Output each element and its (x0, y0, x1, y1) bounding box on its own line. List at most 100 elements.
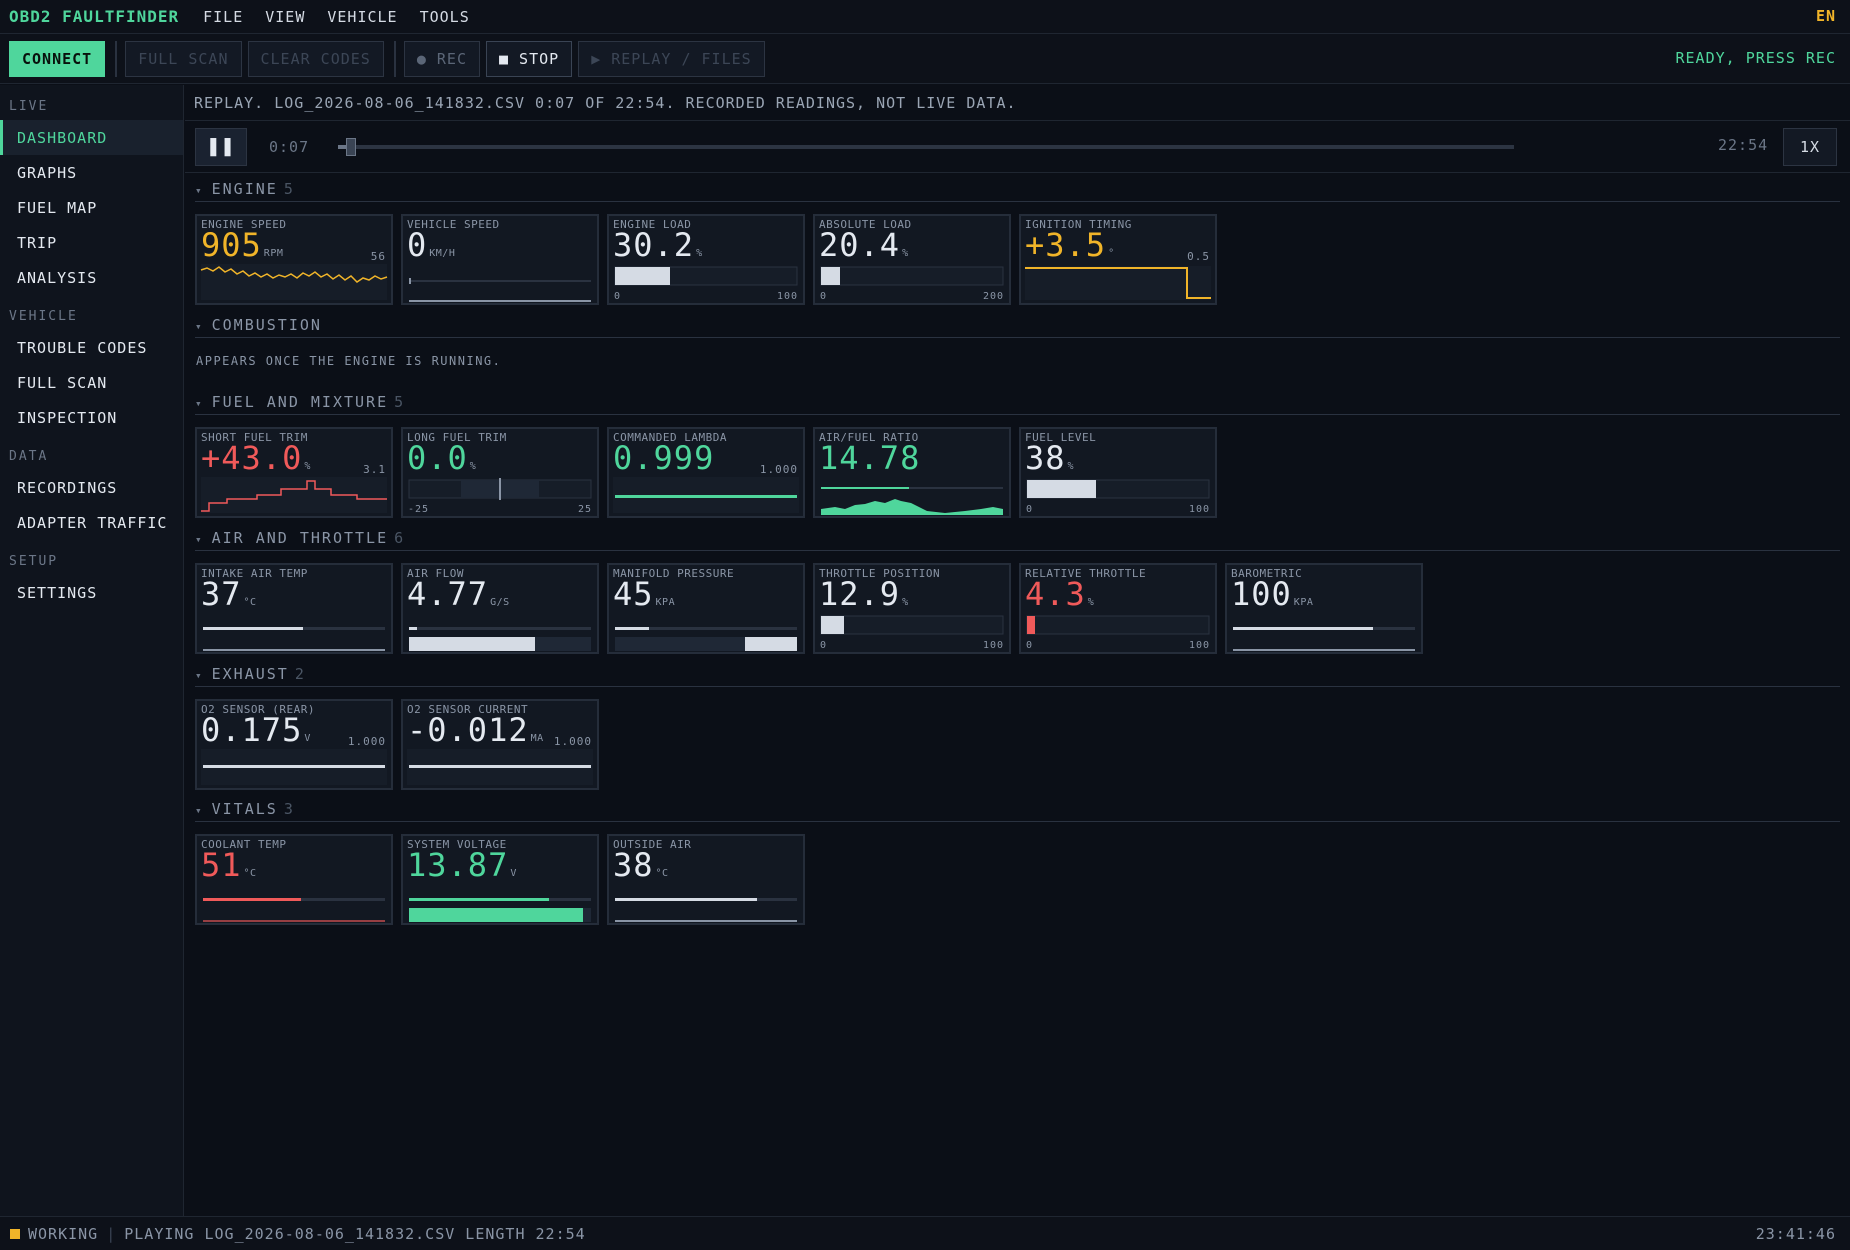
card-air-flow[interactable]: AIR FLOW 4.77 G/S (401, 563, 599, 654)
card-value: 0.0% (407, 439, 477, 477)
replay-banner: REPLAY. LOG_2026-08-06_141832.CSV 0:07 O… (185, 85, 1850, 121)
sidebar-item-fuel-map[interactable]: FUEL MAP (17, 198, 98, 217)
card-o2-sensor-rear[interactable]: O2 SENSOR (REAR) 0.175 V 1.000 (195, 699, 393, 790)
card-air-fuel-ratio[interactable]: AIR/FUEL RATIO 14.78 (813, 427, 1011, 518)
card-outside-air[interactable]: OUTSIDE AIR 38 °C (607, 834, 805, 925)
menu-vehicle[interactable]: VEHICLE (327, 7, 398, 26)
scale-max: 25 (577, 504, 592, 515)
card-value: 4.77 G/S (407, 575, 510, 613)
toolbar-divider (393, 40, 396, 77)
card-value: +3.5 ° (1025, 226, 1115, 264)
section-title: EXHAUST (211, 665, 289, 683)
section-title: FUEL AND MIXTURE (211, 393, 389, 411)
o2-current-trace (407, 749, 593, 785)
card-commanded-lambda[interactable]: COMMANDED LAMBDA 0.999 1.000 (607, 427, 805, 518)
full-scan-button[interactable]: FULL SCAN (125, 40, 242, 77)
scale-min: 0 (1026, 504, 1034, 515)
status-divider: | (106, 1224, 117, 1243)
card-engine-speed[interactable]: ENGINE SPEED 905 RPM 56 (195, 214, 393, 305)
card-vehicle-speed[interactable]: VEHICLE SPEED 0 KM/H (401, 214, 599, 305)
card-relative-throttle[interactable]: RELATIVE THROTTLE 4.3% 0 100 (1019, 563, 1217, 654)
card-barometric[interactable]: BAROMETRIC 100 KPA (1225, 563, 1423, 654)
playback-speed-button[interactable]: 1X (1783, 128, 1837, 166)
clear-codes-button[interactable]: CLEAR CODES (247, 40, 384, 77)
replay-scrubber[interactable] (338, 138, 1514, 156)
card-manifold-pressure[interactable]: MANIFOLD PRESSURE 45 KPA (607, 563, 805, 654)
section-title: VITALS (211, 800, 278, 818)
toolbar-status: READY, PRESS REC (1675, 49, 1836, 67)
section-count: 5 (283, 180, 295, 198)
sidebar: LIVE DASHBOARD GRAPHS FUEL MAP TRIP ANAL… (0, 85, 184, 1216)
sidebar-item-adapter-traffic[interactable]: ADAPTER TRAFFIC (17, 513, 168, 532)
scale-max: 100 (1188, 640, 1210, 651)
barometric-track (1233, 627, 1415, 651)
card-label: IGNITION TIMING (1025, 218, 1132, 231)
scrubber-thumb[interactable] (346, 138, 356, 156)
chevron-down-icon: ▾ (195, 320, 204, 333)
card-coolant-temp[interactable]: COOLANT TEMP 51 °C (195, 834, 393, 925)
combustion-note: APPEARS ONCE THE ENGINE IS RUNNING. (196, 354, 502, 368)
afr-histogram (821, 487, 1003, 515)
section-air-and-throttle[interactable]: ▾ AIR AND THROTTLE 6 (195, 529, 1840, 551)
card-label: INTAKE AIR TEMP (201, 567, 308, 580)
sidebar-item-settings[interactable]: SETTINGS (17, 583, 98, 602)
temp-track (203, 627, 385, 651)
sidebar-item-inspection[interactable]: INSPECTION (17, 408, 118, 427)
card-range-max: 56 (370, 250, 386, 263)
card-fuel-level[interactable]: FUEL LEVEL 38% 0 100 (1019, 427, 1217, 518)
menu-file[interactable]: FILE (203, 7, 244, 26)
card-label: O2 SENSOR (REAR) (201, 703, 315, 716)
card-label: MANIFOLD PRESSURE (613, 567, 735, 580)
card-value: 905 RPM (201, 226, 284, 264)
rpm-sparkline (200, 264, 388, 300)
sidebar-item-dashboard[interactable]: DASHBOARD (0, 120, 183, 155)
section-title: ENGINE (211, 180, 278, 198)
section-combustion[interactable]: ▾ COMBUSTION (195, 316, 1840, 338)
pause-button[interactable]: ❚❚ (195, 127, 247, 166)
menu-tools[interactable]: TOOLS (419, 7, 470, 26)
card-system-voltage[interactable]: SYSTEM VOLTAGE 13.87 V (401, 834, 599, 925)
sidebar-item-trip[interactable]: TRIP (17, 233, 58, 252)
card-intake-air-temp[interactable]: INTAKE AIR TEMP 37 °C (195, 563, 393, 654)
scale-max: 200 (982, 291, 1004, 302)
card-throttle-position[interactable]: THROTTLE POSITION 12.9% 0 100 (813, 563, 1011, 654)
card-short-fuel-trim[interactable]: SHORT FUEL TRIM +43.0% 3.1 (195, 427, 393, 518)
card-o2-sensor-current[interactable]: O2 SENSOR CURRENT -0.012 MA 1.000 (401, 699, 599, 790)
section-count: 2 (294, 665, 306, 683)
section-exhaust[interactable]: ▾ EXHAUST 2 (195, 665, 1840, 687)
section-engine[interactable]: ▾ ENGINE 5 (195, 180, 1840, 202)
scale-max: 100 (776, 291, 798, 302)
card-label: BAROMETRIC (1231, 567, 1303, 580)
sidebar-item-analysis[interactable]: ANALYSIS (17, 268, 98, 287)
section-count: 3 (283, 800, 295, 818)
voltage-bar (409, 898, 591, 922)
sidebar-section-live: LIVE (9, 99, 49, 114)
sidebar-section-data: DATA (9, 449, 49, 464)
card-absolute-load[interactable]: ABSOLUTE LOAD 20.4% 0 200 (813, 214, 1011, 305)
stop-button[interactable]: ■ STOP (486, 40, 573, 77)
card-value: 51 °C (201, 846, 257, 884)
sidebar-item-recordings[interactable]: RECORDINGS (17, 478, 118, 497)
record-button[interactable]: ● REC (403, 40, 480, 77)
sidebar-item-full-scan[interactable]: FULL SCAN (17, 373, 108, 392)
card-value: 100 KPA (1231, 575, 1314, 613)
section-vitals[interactable]: ▾ VITALS 3 (195, 800, 1840, 822)
card-long-fuel-trim[interactable]: LONG FUEL TRIM 0.0% -25 25 (401, 427, 599, 518)
replay-files-button[interactable]: ▶ REPLAY / FILES (578, 40, 765, 77)
card-ignition-timing[interactable]: IGNITION TIMING +3.5 ° 0.5 (1019, 214, 1217, 305)
section-title: AIR AND THROTTLE (211, 529, 389, 547)
replay-transport: ❚❚ 0:07 22:54 1X (185, 121, 1850, 173)
card-label: AIR/FUEL RATIO (819, 431, 919, 444)
card-label: LONG FUEL TRIM (407, 431, 507, 444)
sidebar-item-graphs[interactable]: GRAPHS (17, 163, 78, 182)
card-engine-load[interactable]: ENGINE LOAD 30.2% 0 100 (607, 214, 805, 305)
section-fuel-and-mixture[interactable]: ▾ FUEL AND MIXTURE 5 (195, 393, 1840, 415)
chevron-down-icon: ▾ (195, 669, 204, 682)
card-range-max: 0.5 (1187, 250, 1210, 263)
menu-view[interactable]: VIEW (265, 7, 306, 26)
language-selector[interactable]: EN (1815, 7, 1836, 25)
card-value: -0.012 MA (407, 711, 544, 749)
connect-button[interactable]: CONNECT (9, 40, 106, 77)
sidebar-item-trouble-codes[interactable]: TROUBLE CODES (17, 338, 148, 357)
card-value: 30.2% (613, 226, 703, 264)
